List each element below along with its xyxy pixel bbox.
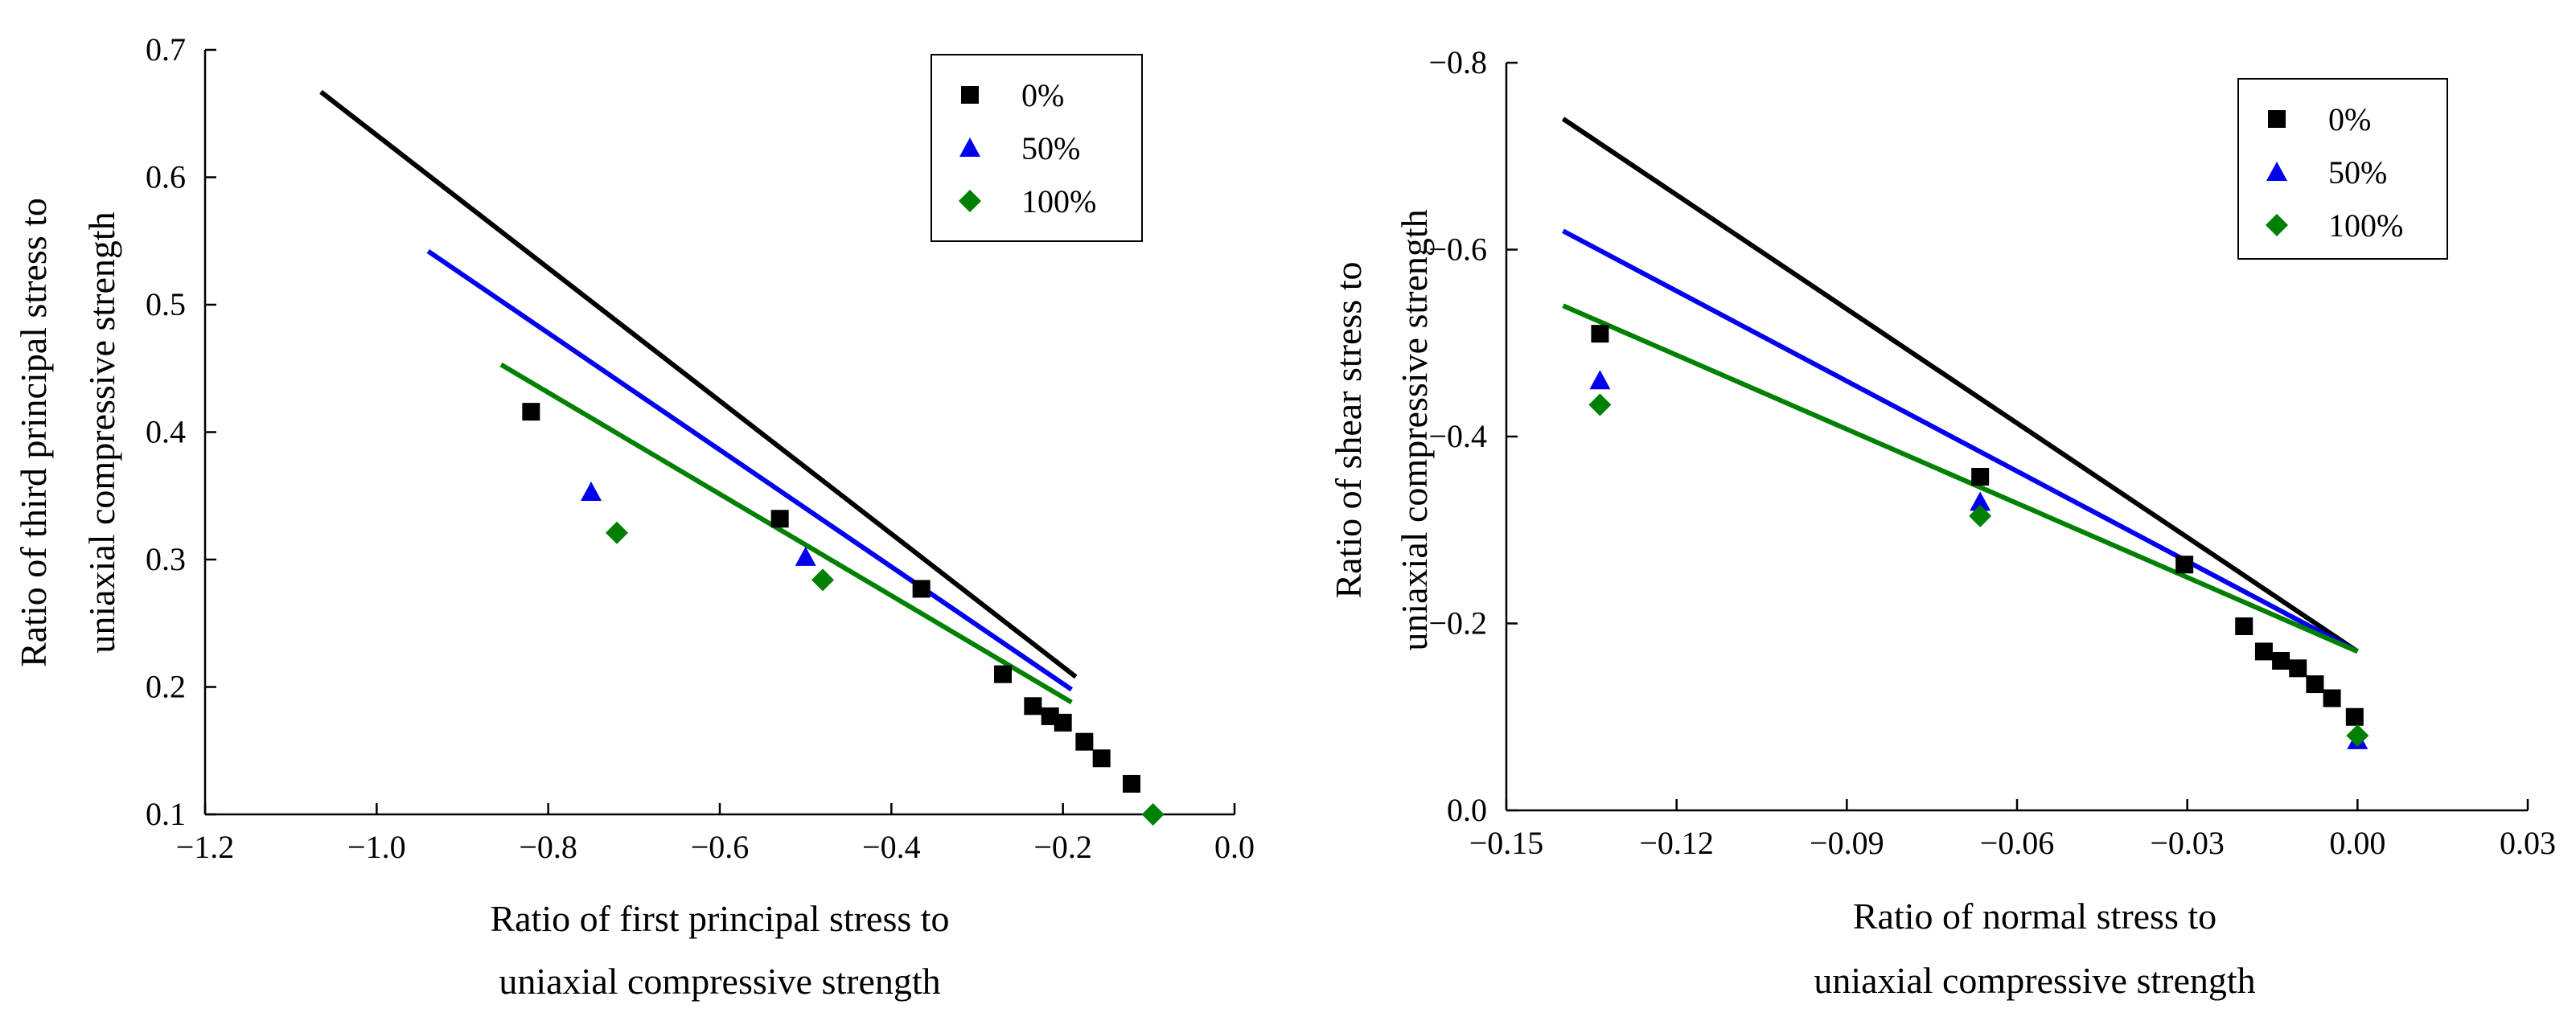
legend-label: 0% — [1021, 77, 1064, 113]
y-tick-label: 0.5 — [146, 286, 186, 322]
data-point-0pct — [770, 510, 789, 528]
legend-marker — [961, 86, 979, 104]
x-axis-label: Ratio of normal stress to — [1853, 896, 2217, 937]
x-axis-label: uniaxial compressive strength — [499, 961, 940, 1002]
chart-2: −0.15 −0.12 −0.09 −0.06 −0.03 0.00 0.03 0.0 −0.2… — [1328, 44, 2556, 1001]
legend-label: 50% — [2328, 154, 2387, 191]
data-point-50pct — [581, 481, 602, 501]
data-point-0pct — [2323, 689, 2341, 707]
data-point-50pct — [1970, 491, 1991, 511]
x-tick-label: 0.03 — [2500, 825, 2556, 861]
x-tick-label: −1.0 — [347, 829, 406, 865]
y-tick-label: −0.6 — [1428, 232, 1487, 268]
x-tick-label: 0.0 — [1214, 829, 1255, 865]
data-point-0pct — [1123, 774, 1140, 793]
x-tick-label: −0.09 — [1810, 825, 1884, 861]
fit-line-50pct — [1562, 228, 2359, 654]
data-point-0pct — [1971, 467, 1990, 486]
data-point-100pct — [1969, 504, 1992, 527]
data-point-0pct — [1092, 749, 1111, 768]
y-axis-label: Ratio of third principal stress to — [13, 198, 54, 667]
data-point-0pct — [2272, 652, 2290, 670]
y-axis-label: uniaxial compressive strength — [1394, 209, 1435, 650]
legend-label: 50% — [1021, 130, 1080, 166]
data-point-0pct — [994, 665, 1012, 683]
y-axis-label: uniaxial compressive strength — [81, 211, 122, 653]
y-tick-label: −0.2 — [1428, 605, 1487, 642]
fit-line-0pct — [1561, 117, 2360, 654]
data-point-0pct — [1054, 713, 1072, 732]
chart-1: −1.2 −1.0 −0.8 −0.6 −0.4 −0.2 0.0 0.1 0.2 0.3 0.4 0… — [13, 31, 1255, 1002]
data-point-0pct — [912, 580, 931, 598]
data-point-50pct — [795, 546, 816, 566]
data-point-0pct — [1591, 325, 1609, 343]
y-tick-label: 0.3 — [146, 541, 186, 577]
x-tick-label: −0.2 — [1033, 829, 1092, 865]
x-tick-label: 0.00 — [2329, 825, 2385, 861]
y-tick-label: 0.6 — [146, 159, 186, 195]
x-axis-label: uniaxial compressive strength — [1814, 960, 2255, 1001]
data-point-100pct — [811, 568, 834, 592]
data-point-0pct — [2175, 556, 2194, 574]
data-point-100pct — [2346, 724, 2369, 747]
fit-line-0pct — [319, 89, 1078, 679]
data-point-100pct — [1141, 803, 1165, 826]
x-tick-label: −0.03 — [2150, 825, 2225, 861]
data-point-0pct — [2254, 642, 2273, 661]
x-tick-label: −1.2 — [176, 829, 235, 865]
data-point-0pct — [2306, 675, 2324, 694]
data-point-100pct — [606, 521, 628, 544]
legend-marker — [959, 137, 980, 157]
fit-line-100pct — [1562, 303, 2359, 654]
data-point-0pct — [1024, 697, 1042, 716]
x-tick-label: −0.06 — [1980, 825, 2055, 861]
y-tick-label: 0.1 — [146, 796, 186, 832]
x-tick-label: −0.8 — [519, 829, 577, 865]
y-tick-label: 0.2 — [146, 669, 186, 705]
legend-label: 100% — [2328, 207, 2403, 244]
data-point-0pct — [522, 403, 540, 421]
data-point-0pct — [2345, 707, 2364, 726]
data-point-100pct — [1588, 393, 1612, 416]
y-tick-label: 0.7 — [146, 31, 186, 68]
fit-line-100pct — [499, 362, 1073, 705]
y-tick-label: −0.8 — [1428, 44, 1487, 80]
y-tick-label: 0.0 — [1447, 792, 1487, 828]
y-tick-label: −0.4 — [1428, 418, 1487, 454]
fit-line-50pct — [426, 248, 1074, 692]
data-point-50pct — [1589, 370, 1611, 390]
legend-marker — [2268, 110, 2286, 128]
legend-marker — [2266, 162, 2287, 181]
x-tick-label: −0.6 — [691, 829, 750, 865]
data-point-0pct — [2235, 617, 2253, 635]
legend-marker — [2266, 214, 2288, 236]
x-axis-label: Ratio of first principal stress to — [490, 898, 949, 939]
x-tick-label: −0.4 — [862, 829, 921, 865]
y-tick-label: 0.4 — [146, 414, 186, 450]
legend-marker — [959, 190, 981, 212]
y-axis-label: Ratio of shear stress to — [1328, 261, 1369, 598]
x-tick-label: −0.15 — [1469, 825, 1544, 861]
data-point-0pct — [1075, 732, 1094, 751]
legend-label: 100% — [1021, 183, 1096, 219]
x-tick-label: −0.12 — [1639, 825, 1714, 861]
legend-label: 0% — [2328, 101, 2371, 137]
data-point-0pct — [2289, 659, 2307, 678]
